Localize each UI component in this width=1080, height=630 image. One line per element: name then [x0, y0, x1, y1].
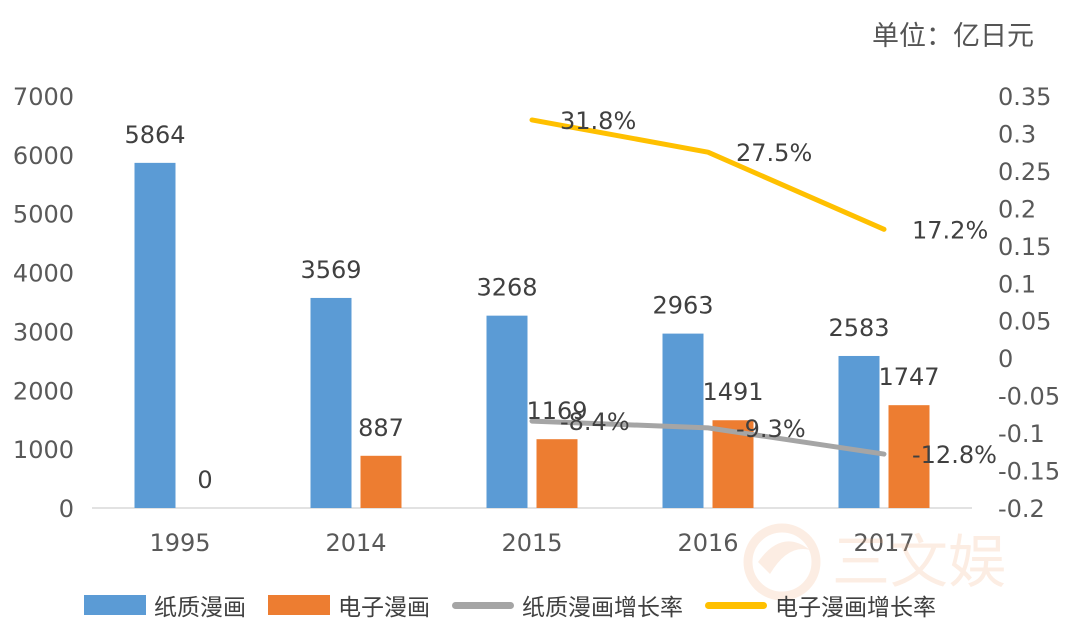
- bar-series: [134, 162, 930, 509]
- legend-swatch-paper-growth: [452, 601, 514, 609]
- x-axis-tick-label: 2014: [325, 529, 386, 557]
- right-axis-tick-label: 0.2: [998, 195, 1036, 223]
- watermark-logo: 三文娱: [743, 523, 1006, 601]
- digital-bar-label: 1169: [526, 397, 587, 425]
- digital-growth-label: 27.5%: [736, 139, 812, 167]
- left-axis-ticks: 0 1000 2000 3000 4000 5000 6000 7000: [13, 83, 74, 523]
- digital-bar-label: 0: [197, 466, 212, 494]
- legend-label-paper-growth: 纸质漫画增长率: [522, 595, 683, 621]
- paper-bar: [310, 297, 352, 508]
- digital-bar-label: 887: [358, 414, 404, 442]
- digital-bar: [888, 405, 930, 508]
- legend: 纸质漫画 电子漫画 纸质漫画增长率 电子漫画增长率: [84, 588, 958, 622]
- data-labels: 5864 3569 3268 2963 2583 0 887 1169 1491 1747 -8.4…: [124, 107, 996, 494]
- left-axis-tick-label: 6000: [13, 142, 74, 170]
- left-axis-tick-label: 4000: [13, 260, 74, 288]
- digital-bar-label: 1491: [702, 378, 763, 406]
- x-axis-ticks: 1995 2014 2015 2016 2017: [149, 529, 914, 557]
- left-axis-tick-label: 2000: [13, 377, 74, 405]
- x-axis-tick-label: 2016: [677, 529, 738, 557]
- right-axis-tick-label: 0.15: [998, 233, 1051, 261]
- right-axis-ticks: -0.2 -0.15 -0.1 -0.05 0 0.05 0.1 0.15 0.2 0.25 0.3…: [998, 83, 1060, 523]
- right-axis-tick-label: 0.25: [998, 158, 1051, 186]
- paper-bar-label: 5864: [124, 121, 185, 149]
- paper-bar-label: 2963: [652, 292, 713, 320]
- x-axis-tick-label: 1995: [149, 529, 210, 557]
- paper-bar: [486, 315, 528, 508]
- left-axis-tick-label: 3000: [13, 318, 74, 346]
- watermark-text: 三文娱: [832, 528, 1006, 596]
- digital-growth-line: [529, 117, 887, 232]
- paper-bar-label: 2583: [828, 314, 889, 342]
- right-axis-tick-label: 0.3: [998, 120, 1036, 148]
- watermark-swoosh: [758, 541, 810, 574]
- right-axis-tick-label: 0.1: [998, 270, 1036, 298]
- paper-growth-line: [529, 418, 887, 457]
- digital-bar-label: 1747: [878, 363, 939, 391]
- right-axis-tick-label: -0.15: [998, 458, 1060, 486]
- digital-bar: [360, 455, 402, 508]
- right-axis-tick-label: -0.05: [998, 383, 1060, 411]
- digital-bar: [536, 439, 578, 508]
- legend-label-digital: 电子漫画: [338, 595, 430, 621]
- line-series: [529, 117, 887, 457]
- paper-growth-label: -8.4%: [560, 408, 630, 436]
- paper-growth-label: -9.3%: [736, 415, 806, 443]
- right-axis-tick-label: -0.1: [998, 420, 1045, 448]
- watermark-circle: [743, 523, 821, 601]
- right-axis-tick-label: 0.05: [998, 308, 1051, 336]
- left-axis-tick-label: 7000: [13, 83, 74, 111]
- left-axis-tick-label: 0: [59, 495, 74, 523]
- x-axis-tick-label: 2017: [853, 529, 914, 557]
- legend-swatch-digital-growth: [705, 601, 767, 609]
- digital-growth-label: 31.8%: [560, 107, 636, 135]
- paper-bar-label: 3569: [300, 256, 361, 284]
- legend-swatch-paper: [84, 595, 146, 615]
- paper-bar: [838, 355, 880, 508]
- legend-item-paper-growth: 纸质漫画增长率: [452, 588, 683, 622]
- right-axis-tick-label: -0.2: [998, 495, 1045, 523]
- legend-item-digital-growth: 电子漫画增长率: [705, 588, 936, 622]
- x-axis-tick-label: 2015: [501, 529, 562, 557]
- left-axis-tick-label: 5000: [13, 201, 74, 229]
- legend-label-paper: 纸质漫画: [154, 595, 246, 621]
- legend-swatch-digital: [268, 595, 330, 615]
- right-axis-tick-label: 0.35: [998, 83, 1051, 111]
- paper-bar: [134, 162, 176, 509]
- left-axis-tick-label: 1000: [13, 436, 74, 464]
- right-axis-tick-label: 0: [998, 345, 1013, 373]
- legend-item-paper: 纸质漫画: [84, 588, 246, 622]
- paper-bar-label: 3268: [476, 274, 537, 302]
- legend-label-digital-growth: 电子漫画增长率: [775, 595, 936, 621]
- paper-bar: [662, 333, 704, 508]
- paper-growth-label: -12.8%: [912, 441, 997, 469]
- digital-growth-label: 17.2%: [912, 216, 988, 244]
- legend-item-digital: 电子漫画: [268, 588, 430, 622]
- unit-label: 单位：亿日元: [872, 21, 1034, 52]
